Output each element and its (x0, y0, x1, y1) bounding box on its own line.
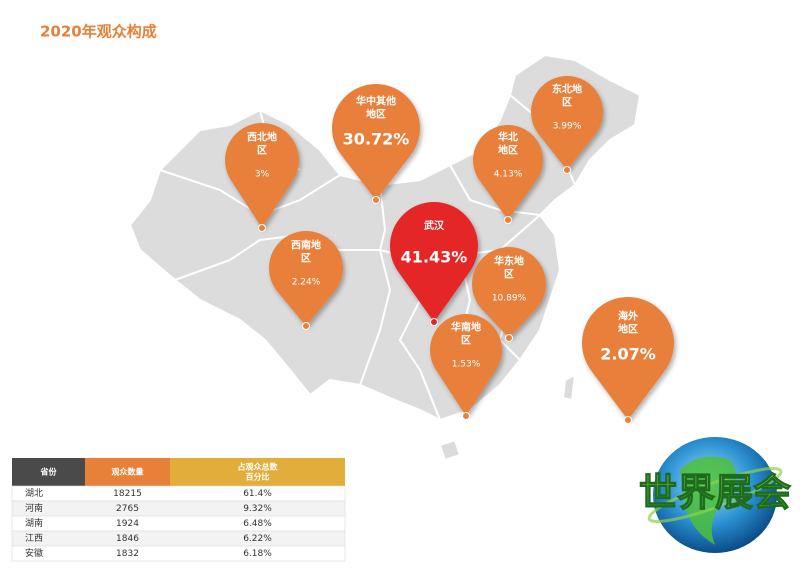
table-cell: 6.22% (243, 534, 272, 544)
pin-value: 3.99% (553, 122, 582, 132)
table-cell: 2765 (116, 504, 139, 514)
pin-label: 华北 (498, 131, 518, 144)
pin-value: 1.53% (452, 360, 481, 370)
pin-value: 2.07% (600, 345, 656, 364)
pin-label: 区 (301, 253, 311, 265)
table-cell: 1924 (116, 519, 139, 529)
table-row (11, 485, 346, 502)
pin (531, 75, 603, 170)
pin-value: 4.13% (494, 170, 523, 180)
table-header: 观众数量 (112, 467, 144, 477)
pin-label: 西南地 (291, 239, 321, 252)
pin (390, 202, 478, 322)
pin (269, 231, 343, 326)
logo: 世界展会 (638, 437, 792, 553)
pin-label: 地区 (366, 108, 386, 121)
pin-label: 华东地 (494, 255, 524, 268)
table-header: 占观众总数 (238, 462, 279, 472)
table-cell: 18215 (113, 489, 142, 499)
table-row (11, 530, 346, 547)
pin-dot (504, 216, 512, 224)
table-cell: 61.4% (243, 489, 272, 499)
table-cell: 6.18% (243, 549, 272, 559)
table-row (11, 515, 346, 532)
pin-value: 2.24% (292, 278, 321, 288)
pin-dot (462, 412, 470, 420)
pin-value: 3% (255, 170, 270, 180)
pin-value: 10.89% (492, 294, 527, 304)
pin-label: 地区 (618, 323, 638, 336)
table-cell: 河南 (25, 502, 43, 514)
pin-dot (302, 322, 310, 330)
pin-dot (372, 196, 380, 204)
pin-dot (505, 334, 513, 342)
pin-dot (430, 318, 438, 326)
pin (471, 246, 546, 338)
pin-label: 华中其他 (356, 95, 396, 108)
pin-dot (624, 416, 632, 424)
table-row (11, 545, 346, 562)
table-cell: 湖北 (25, 488, 43, 499)
table-cell: 安徽 (25, 547, 43, 559)
pin-label: 东北地 (552, 83, 582, 96)
logo-ring (647, 467, 783, 523)
table-header-cell (85, 458, 170, 486)
pin (473, 125, 543, 220)
table-row (11, 500, 346, 517)
logo-text: 世界展会 (639, 471, 791, 515)
pin-value: 30.72% (343, 130, 410, 149)
table-cell: 6.48% (243, 519, 272, 529)
pin-label: 地区 (498, 144, 518, 157)
table-header-cell (170, 458, 345, 486)
pin-label: 武汉 (424, 219, 445, 232)
table-cell: 1846 (116, 534, 139, 544)
pin-label: 区 (257, 145, 267, 157)
pin-label: 海外 (618, 310, 638, 323)
pin (332, 84, 420, 200)
pin-value: 41.43% (401, 248, 468, 267)
table-header-cell (12, 458, 85, 486)
table-cell: 湖南 (25, 517, 43, 529)
pin-label: 西北地 (247, 131, 277, 144)
pin (430, 314, 502, 416)
pin (225, 123, 300, 228)
pin-label: 华南地 (451, 321, 481, 334)
pin-dot (258, 224, 266, 232)
table-header: 省份 (40, 467, 58, 477)
pin-label: 区 (562, 97, 572, 109)
pin-label: 区 (504, 269, 514, 281)
pin-label: 区 (461, 335, 471, 347)
title: 2020年观众构成 (40, 23, 157, 41)
pins: 西北地区3%华中其他地区30.72%东北地区3.99%华北地区4.13%武汉41… (225, 75, 674, 424)
table-header: 百分比 (246, 472, 270, 482)
pin-dot (563, 166, 571, 174)
pin (582, 296, 674, 420)
table-cell: 9.32% (243, 504, 272, 514)
table-cell: 江西 (25, 533, 43, 544)
table-cell: 1832 (116, 549, 139, 559)
